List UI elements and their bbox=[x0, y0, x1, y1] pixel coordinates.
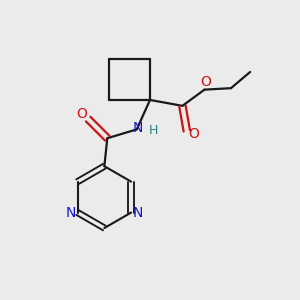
Text: N: N bbox=[66, 206, 76, 220]
Text: N: N bbox=[132, 206, 143, 220]
Text: H: H bbox=[148, 124, 158, 137]
Text: O: O bbox=[189, 127, 200, 141]
Text: O: O bbox=[200, 75, 211, 89]
Text: O: O bbox=[76, 107, 87, 122]
Text: N: N bbox=[133, 121, 143, 135]
